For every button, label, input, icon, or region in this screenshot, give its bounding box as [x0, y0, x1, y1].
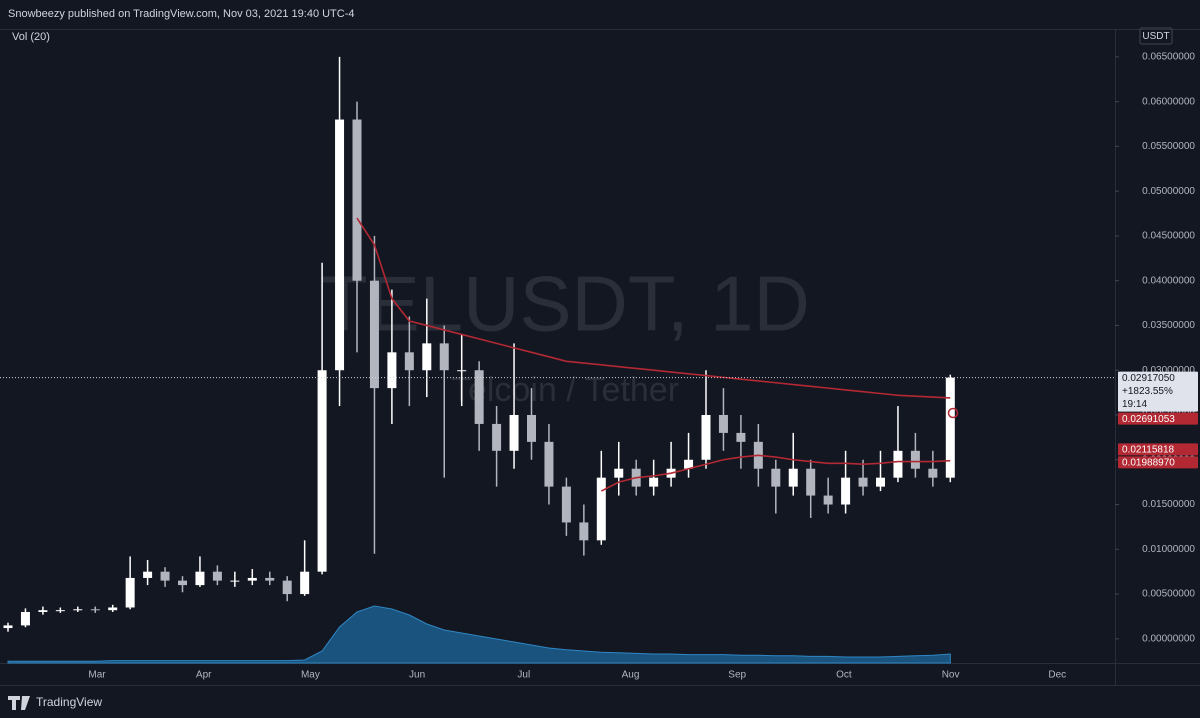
- x-tick-label: Nov: [942, 670, 960, 681]
- candle-body: [596, 477, 606, 541]
- x-tick-label: Aug: [622, 670, 640, 681]
- x-tick-label: Oct: [836, 670, 852, 681]
- price-label-box: [1118, 443, 1198, 456]
- price-label: 0.02115818: [1122, 445, 1175, 456]
- candle-body: [230, 580, 240, 582]
- price-label-box: [1118, 371, 1198, 412]
- y-tick-label: 0.06500000: [1142, 52, 1195, 63]
- candle-body: [352, 119, 362, 281]
- x-tick-label: Mar: [88, 670, 106, 681]
- candle-body: [300, 571, 310, 595]
- brand: TradingView: [36, 695, 102, 709]
- candle-body: [90, 609, 100, 611]
- x-tick-label: Dec: [1048, 670, 1066, 681]
- candle-body: [247, 577, 257, 581]
- volume-area: [7, 605, 951, 664]
- moving-average: [600, 454, 951, 492]
- candle-body: [212, 571, 222, 581]
- candle-body: [876, 477, 885, 487]
- candle-body: [579, 522, 589, 541]
- change-label: +1823.55%: [1122, 386, 1173, 397]
- price-label: 0.02917050: [1122, 373, 1175, 384]
- currency-label: USDT: [1142, 31, 1169, 42]
- candle-body: [439, 343, 449, 371]
- x-tick-label: Sep: [728, 670, 746, 681]
- y-tick-label: 0.03500000: [1142, 320, 1195, 331]
- candle-body: [928, 468, 938, 478]
- candle-body: [282, 580, 292, 595]
- candle-body: [649, 477, 659, 487]
- candle-body: [893, 450, 903, 478]
- brand-logo: [8, 696, 30, 710]
- candle-body: [369, 280, 379, 389]
- y-tick-label: 0.04000000: [1142, 275, 1195, 286]
- indicator-label: Vol (20): [12, 31, 50, 43]
- candle-body: [335, 119, 345, 371]
- candle-body: [823, 495, 833, 505]
- price-label-box: [1118, 456, 1198, 469]
- candle-body: [317, 370, 327, 572]
- candle-body: [3, 625, 13, 629]
- candle-body: [718, 414, 728, 433]
- currency-box: [1139, 27, 1173, 45]
- x-tick-label: May: [301, 670, 320, 681]
- y-tick-label: 0.03000000: [1142, 365, 1195, 376]
- candle-body: [387, 352, 397, 389]
- candle-body: [125, 577, 135, 608]
- candle-body: [945, 377, 955, 478]
- y-tick-label: 0.04500000: [1142, 231, 1195, 242]
- watermark-subtitle: Telcoin / Tether: [451, 371, 679, 409]
- candle-body: [265, 577, 275, 581]
- countdown-label: 19:14: [1122, 399, 1147, 410]
- candle-body: [684, 459, 694, 469]
- y-tick-label: 0.05000000: [1142, 186, 1195, 197]
- candle-body: [195, 571, 205, 586]
- header: Snowbeezy published on TradingView.com, …: [8, 8, 355, 20]
- candle-body: [20, 611, 30, 626]
- candle-body: [841, 477, 851, 505]
- candle-body: [160, 571, 170, 581]
- moving-average: [356, 217, 951, 399]
- candle-body: [788, 468, 798, 487]
- price-label: 0.01988970: [1122, 458, 1175, 469]
- candle-body: [806, 468, 816, 496]
- y-tick-label: 0.05500000: [1142, 141, 1195, 152]
- candle-body: [404, 352, 414, 371]
- candle-body: [736, 432, 746, 442]
- price-label: 0.02691053: [1122, 414, 1175, 425]
- candle-body: [509, 414, 519, 451]
- candle-body: [73, 609, 83, 611]
- candle-body: [143, 571, 153, 578]
- alert-icon: [947, 407, 959, 419]
- candle-body: [544, 441, 554, 487]
- price-label-box: [1118, 412, 1198, 425]
- candle-body: [108, 607, 118, 611]
- candle-body: [910, 450, 920, 469]
- y-tick-label: 0.06000000: [1142, 96, 1195, 107]
- x-tick-label: Jul: [517, 670, 530, 681]
- candle-body: [422, 343, 432, 371]
- candle-body: [55, 610, 65, 612]
- candle-body: [527, 414, 536, 442]
- candle-body: [771, 468, 781, 487]
- y-tick-label: 0.00000000: [1142, 633, 1195, 644]
- y-tick-label: 0.00500000: [1142, 589, 1195, 600]
- candle-body: [701, 414, 711, 460]
- candle-body: [614, 468, 624, 478]
- x-tick-label: Jun: [409, 670, 425, 681]
- candle-body: [492, 423, 502, 451]
- candle-body: [38, 610, 48, 612]
- watermark: TELUSDT, 1D: [320, 260, 810, 348]
- candle-body: [561, 486, 571, 523]
- candle-body: [457, 370, 467, 372]
- candle-body: [474, 370, 484, 424]
- y-tick-label: 0.01000000: [1142, 544, 1195, 555]
- candle-body: [858, 477, 868, 487]
- y-tick-label: 0.01500000: [1142, 499, 1195, 510]
- candle-body: [178, 580, 187, 586]
- x-tick-label: Apr: [196, 670, 212, 681]
